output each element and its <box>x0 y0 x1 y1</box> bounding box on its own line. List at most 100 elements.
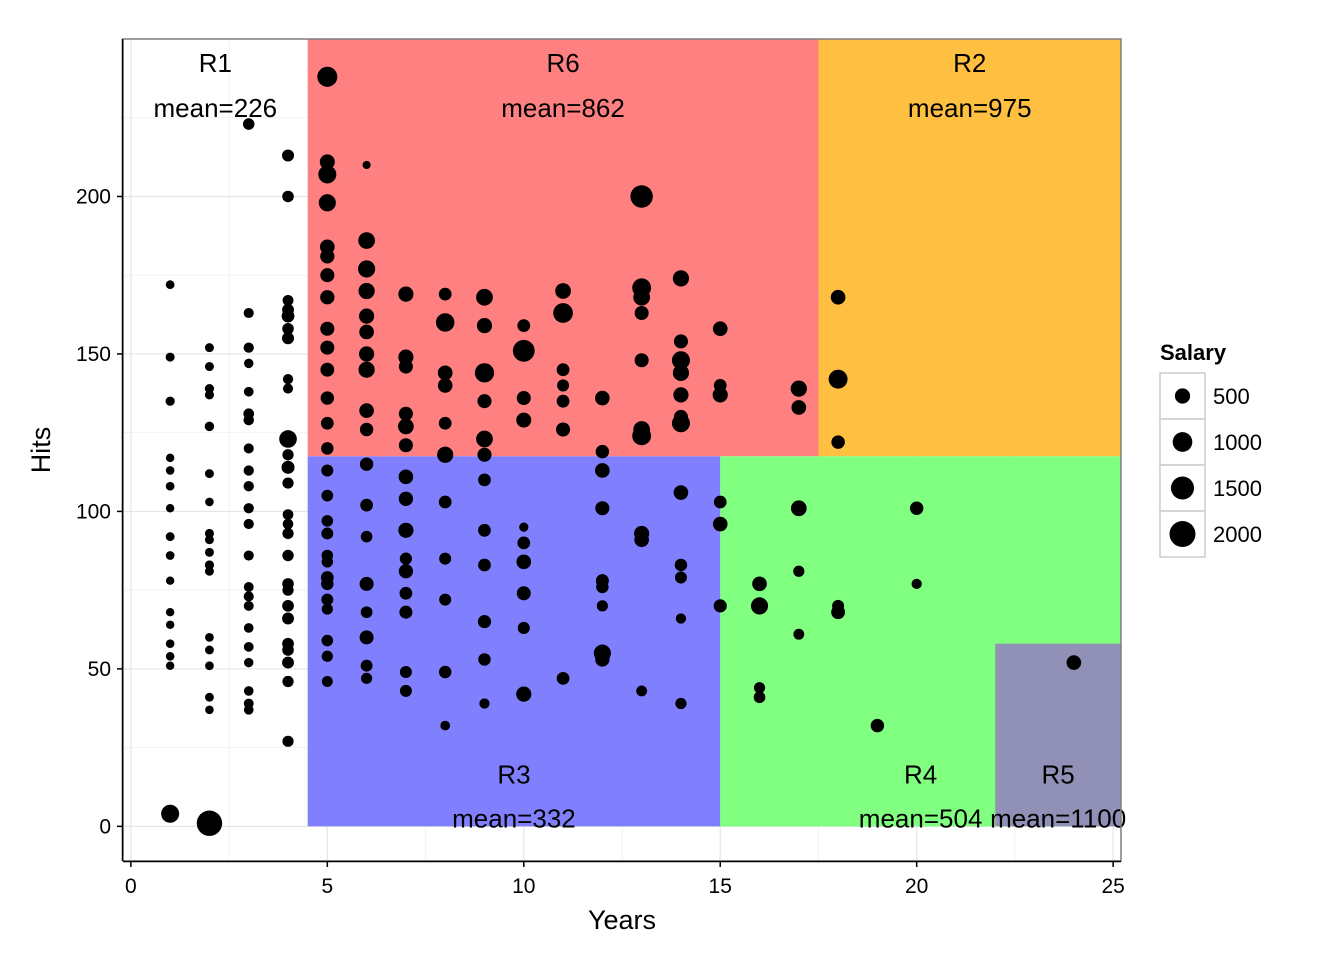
salary-point <box>243 443 254 454</box>
salary-point <box>243 518 254 530</box>
salary-point <box>636 685 648 697</box>
salary-point <box>204 362 214 372</box>
salary-point <box>161 804 180 823</box>
salary-point <box>165 532 175 542</box>
salary-point <box>282 322 294 335</box>
salary-point <box>435 313 455 332</box>
legend-label: 1500 <box>1213 476 1262 501</box>
salary-point <box>321 593 334 606</box>
x-tick-label: 15 <box>709 875 732 898</box>
legend-items: 500 1000 1500 2000 <box>1159 372 1262 558</box>
legend-title: Salary <box>1160 340 1227 365</box>
salary-point <box>831 605 846 620</box>
salary-point <box>398 406 413 421</box>
salary-point <box>360 606 373 619</box>
salary-point <box>630 185 653 208</box>
salary-point <box>596 600 608 612</box>
salary-point <box>478 653 491 666</box>
salary-point <box>204 560 215 570</box>
salary-point <box>1066 655 1082 670</box>
salary-point <box>165 607 175 617</box>
salary-point <box>321 556 334 568</box>
salary-point <box>321 650 333 662</box>
salary-point <box>831 435 845 449</box>
salary-point <box>830 289 846 305</box>
salary-point <box>517 536 531 550</box>
salary-point <box>673 334 688 349</box>
salary-point <box>359 457 374 471</box>
salary-point <box>556 363 570 377</box>
y-tick-label: 0 <box>99 815 111 838</box>
salary-point <box>282 149 295 162</box>
salary-point <box>243 465 254 476</box>
salary-point <box>634 532 649 548</box>
salary-point <box>317 66 338 87</box>
salary-point <box>243 600 254 611</box>
salary-point <box>243 342 254 353</box>
salary-point <box>282 509 294 520</box>
salary-point <box>358 232 375 249</box>
salary-point <box>516 686 532 702</box>
salary-point <box>243 307 254 319</box>
salary-point <box>165 576 175 585</box>
salary-point <box>165 466 175 475</box>
salary-point <box>165 661 175 670</box>
salary-point <box>516 586 531 601</box>
salary-point <box>282 332 295 345</box>
salary-point <box>790 380 807 397</box>
salary-point <box>243 686 254 696</box>
salary-point <box>320 391 335 405</box>
salary-point <box>242 118 255 130</box>
salary-point <box>359 630 374 645</box>
salary-point <box>477 394 492 409</box>
salary-point <box>320 268 335 283</box>
salary-point <box>243 704 254 715</box>
salary-point <box>165 639 175 648</box>
salary-point <box>476 317 493 334</box>
region-r5 <box>995 643 1121 827</box>
salary-point <box>243 591 254 602</box>
salary-point <box>318 165 337 184</box>
salary-point <box>512 339 535 362</box>
salary-point <box>674 571 687 584</box>
salary-point <box>791 400 807 415</box>
salary-point <box>753 682 766 694</box>
salary-point <box>204 421 215 432</box>
salary-point <box>793 628 805 640</box>
salary-legend: Salary 500 1000 1500 2000 <box>1159 340 1262 558</box>
salary-point <box>204 343 214 353</box>
salary-point <box>553 303 573 323</box>
salary-point <box>320 290 335 305</box>
salary-point <box>282 644 294 656</box>
salary-point <box>596 580 609 594</box>
x-axis-title: Years <box>588 905 656 935</box>
salary-point <box>673 485 689 500</box>
salary-point <box>556 394 570 408</box>
salary-point <box>359 308 375 324</box>
salary-point <box>399 666 412 679</box>
salary-point <box>165 504 175 513</box>
salary-point <box>281 309 295 323</box>
salary-point <box>399 605 413 619</box>
salary-point <box>358 361 375 378</box>
salary-point <box>320 249 335 264</box>
salary-point <box>205 692 214 702</box>
salary-point <box>204 566 214 576</box>
salary-point <box>359 346 375 362</box>
salary-point <box>282 735 294 747</box>
salary-point <box>911 578 922 590</box>
salary-point <box>321 464 334 477</box>
salary-point <box>359 324 374 340</box>
salary-point <box>398 418 414 435</box>
salary-point <box>321 603 333 615</box>
salary-point <box>438 287 452 301</box>
salary-point <box>282 612 294 625</box>
salary-point <box>476 430 493 448</box>
salary-point <box>282 294 294 306</box>
region-mean-r6: mean=862 <box>501 93 625 123</box>
salary-point <box>712 321 728 337</box>
salary-point <box>753 691 766 704</box>
salary-point <box>672 364 690 381</box>
salary-point <box>474 363 495 383</box>
